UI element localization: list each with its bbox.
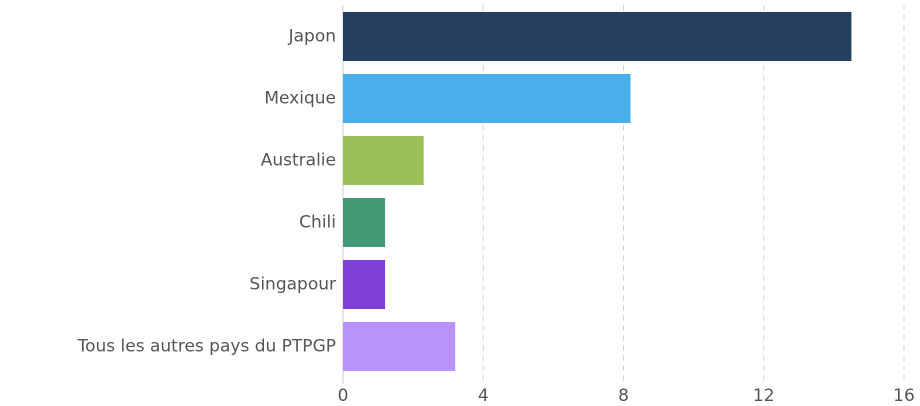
y-tick-label: Chili (299, 213, 336, 233)
y-tick-label: Australie (261, 151, 336, 171)
y-tick-label: Tous les autres pays du PTPGP (77, 337, 336, 357)
x-tick-label: 16 (893, 386, 915, 406)
bar (343, 74, 631, 123)
x-tick-label: 12 (753, 386, 775, 406)
bar (343, 260, 386, 309)
bar (343, 12, 852, 61)
x-tick-label: 4 (478, 386, 489, 406)
x-tick-label: 8 (618, 386, 629, 406)
y-tick-label: Singapour (250, 275, 336, 295)
bar (343, 136, 424, 185)
y-tick-label: Japon (288, 27, 336, 47)
bar (343, 322, 456, 371)
x-tick-label: 0 (338, 386, 349, 406)
y-tick-label: Mexique (264, 89, 336, 109)
bar (343, 198, 386, 247)
